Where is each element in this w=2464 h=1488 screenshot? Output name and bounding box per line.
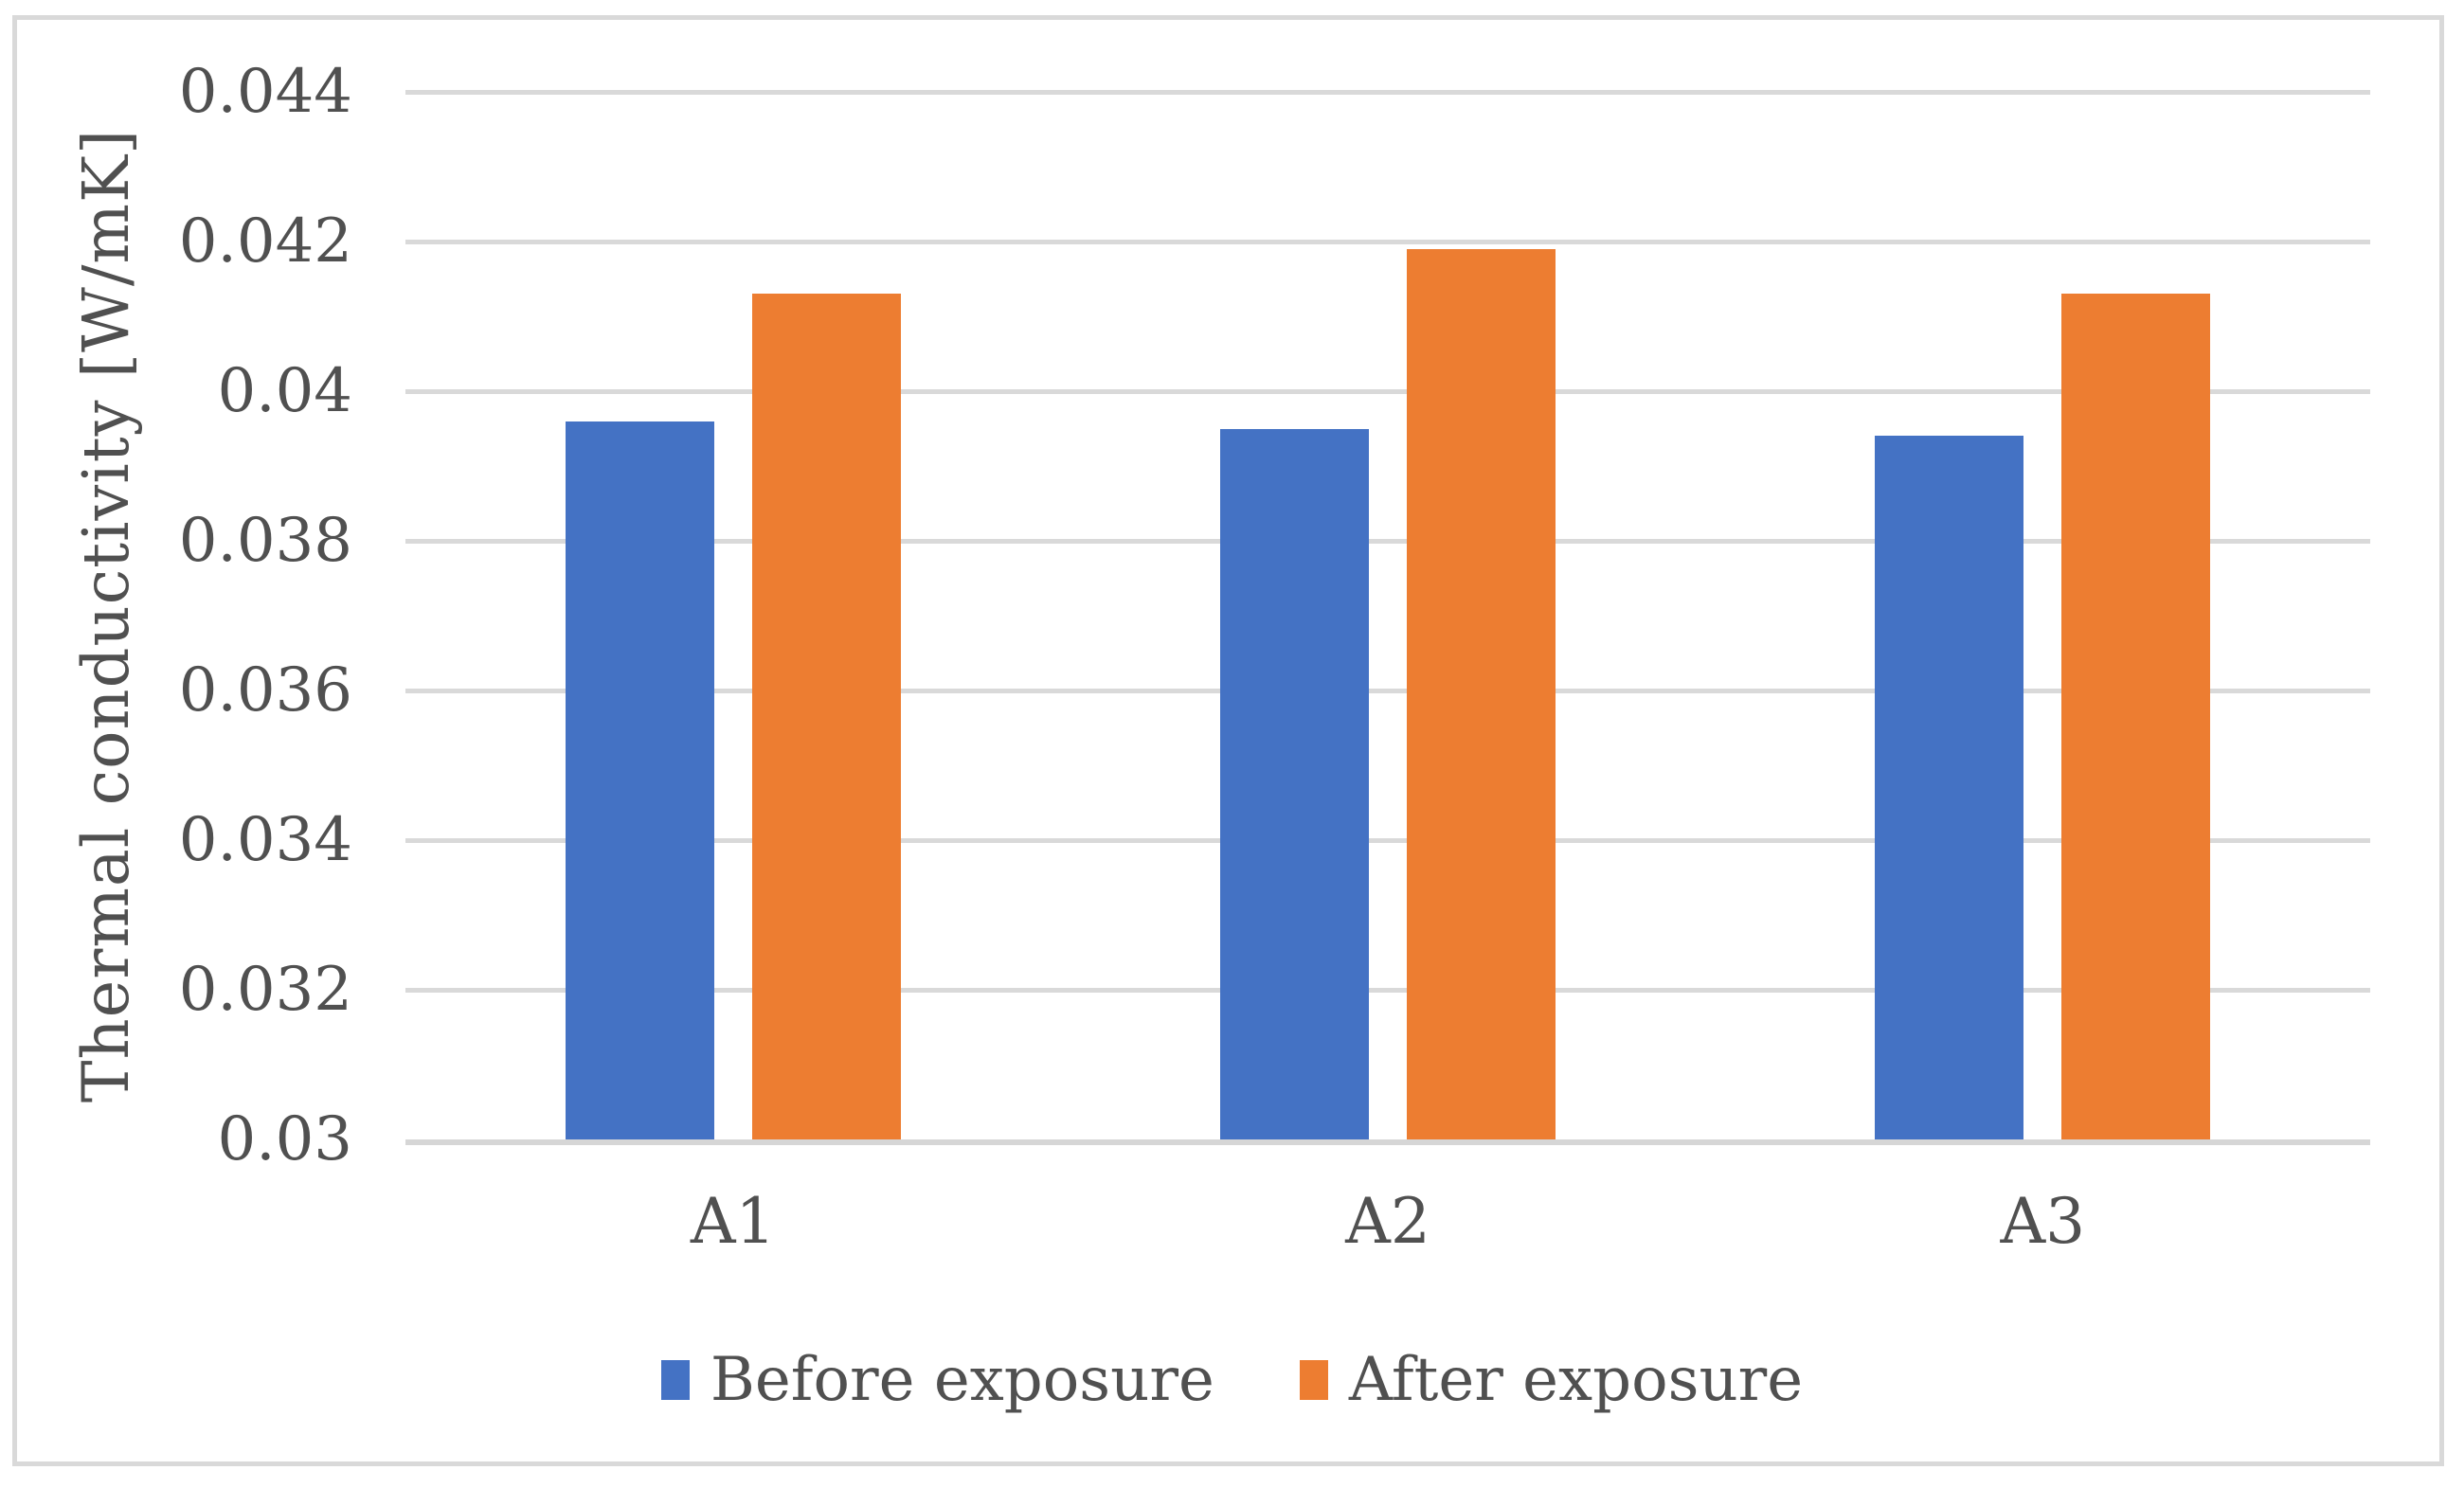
- bar-after-exposure-a2: [1407, 248, 1556, 1139]
- y-tick-label-0.032: 0.032: [178, 955, 352, 1025]
- gridline-0.038: [405, 538, 2370, 544]
- gridline-0.04: [405, 388, 2370, 394]
- x-category-label-a3: A3: [2000, 1185, 2086, 1258]
- bar-before-exposure-a1: [565, 421, 714, 1139]
- y-tick-label-0.042: 0.042: [178, 206, 352, 277]
- gridline-0.036: [405, 688, 2370, 693]
- legend-label-after-exposure: After exposure: [1348, 1345, 1804, 1415]
- legend-marker-before-exposure: [660, 1360, 690, 1400]
- y-tick-label-0.036: 0.036: [178, 655, 352, 726]
- legend-label-before-exposure: Before exposure: [710, 1345, 1214, 1415]
- chart-outer-border: [12, 15, 2444, 1466]
- y-tick-label-0.034: 0.034: [178, 805, 352, 875]
- y-tick-label-0.04: 0.04: [217, 356, 353, 426]
- gridline-0.044: [405, 89, 2370, 95]
- gridline-0.034: [405, 837, 2370, 843]
- bar-before-exposure-a2: [1220, 428, 1369, 1139]
- plot-area: [405, 89, 2370, 1139]
- y-tick-label-0.038: 0.038: [178, 506, 352, 576]
- x-category-label-a2: A2: [1345, 1185, 1430, 1258]
- bar-after-exposure-a3: [2061, 294, 2211, 1139]
- bar-after-exposure-a1: [751, 294, 901, 1139]
- y-tick-label-0.044: 0.044: [178, 57, 352, 127]
- x-category-label-a1: A1: [690, 1185, 776, 1258]
- gridline-0.032: [405, 987, 2370, 993]
- legend-item-before-exposure: Before exposure: [660, 1345, 1214, 1415]
- x-axis-line: [405, 1139, 2370, 1145]
- legend-item-after-exposure: After exposure: [1299, 1345, 1804, 1415]
- legend-marker-after-exposure: [1299, 1360, 1328, 1400]
- gridline-0.042: [405, 239, 2370, 244]
- y-tick-label-0.03: 0.03: [217, 1104, 353, 1174]
- bar-before-exposure-a3: [1875, 436, 2024, 1139]
- y-axis-title: Thermal conductivity [W/mK]: [69, 128, 143, 1103]
- legend: Before exposure After exposure: [0, 1337, 2464, 1423]
